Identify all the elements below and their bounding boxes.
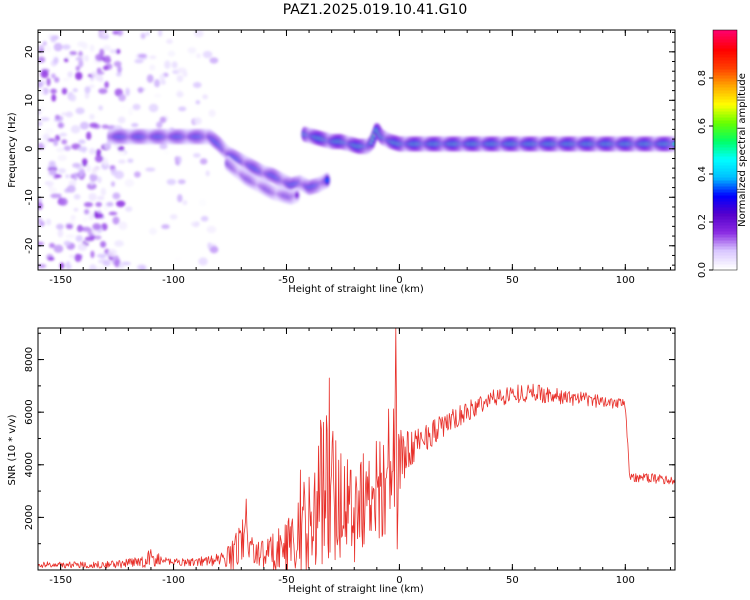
colorbar-tick-label: 0.4 [697,166,708,182]
x-tick-label: 50 [506,575,519,586]
figure-title: PAZ1.2025.019.10.41.G10 [282,2,468,18]
y-tick-label: 4000 [24,452,35,477]
x-tick-label: 0 [396,575,402,586]
spectrogram-heatmap [38,30,675,270]
x-tick-label: 50 [506,275,519,286]
y-tick-label: 10 [24,94,35,107]
x-tick-label: 100 [616,275,635,286]
snr-y-axis-label: SNR (10 * v/v) [7,414,18,485]
snr-x-axis-label: Height of straight line (km) [288,584,424,595]
x-tick-label: 0 [396,275,402,286]
y-tick-label: 6000 [24,399,35,424]
spectrogram-frame [37,29,676,271]
y-tick-label: -20 [24,238,35,254]
colorbar-tick-label: 0.8 [697,70,708,86]
y-tick-label: 2000 [24,505,35,530]
y-tick-label: 20 [24,45,35,58]
spectrogram-x-axis-label: Height of straight line (km) [288,284,424,295]
snr-frame [37,327,676,571]
y-tick-label: -10 [24,189,35,205]
snr-series-line [38,328,675,570]
x-tick-label: -100 [162,275,185,286]
colorbar-gradient [713,30,737,271]
x-tick-label: 100 [616,575,635,586]
colorbar-label: Normalized spectral amplitude [737,73,748,227]
snr-panel: -150 -100 -50 0 50 100 2000 4000 6000 8000 Height… [7,327,676,595]
snr-axes: -150 -100 -50 0 50 100 2000 4000 6000 8000 [24,328,675,586]
x-tick-label: -150 [49,275,72,286]
colorbar: 0.0 0.2 0.4 0.6 0.8 Normalized spectral ampl… [697,29,748,278]
colorbar-tick-label: 0.0 [697,262,708,278]
x-tick-label: -50 [278,575,294,586]
y-tick-label: 8000 [24,347,35,372]
colorbar-ticks: 0.0 0.2 0.4 0.6 0.8 [697,70,713,278]
x-tick-label: -100 [162,575,185,586]
spectrogram-y-axis-label: Frequency (Hz) [7,112,18,188]
y-tick-label: 0 [24,146,35,152]
colorbar-tick-label: 0.6 [697,118,708,134]
colorbar-tick-label: 0.2 [697,214,708,230]
x-tick-label: -50 [278,275,294,286]
x-tick-label: -150 [49,575,72,586]
